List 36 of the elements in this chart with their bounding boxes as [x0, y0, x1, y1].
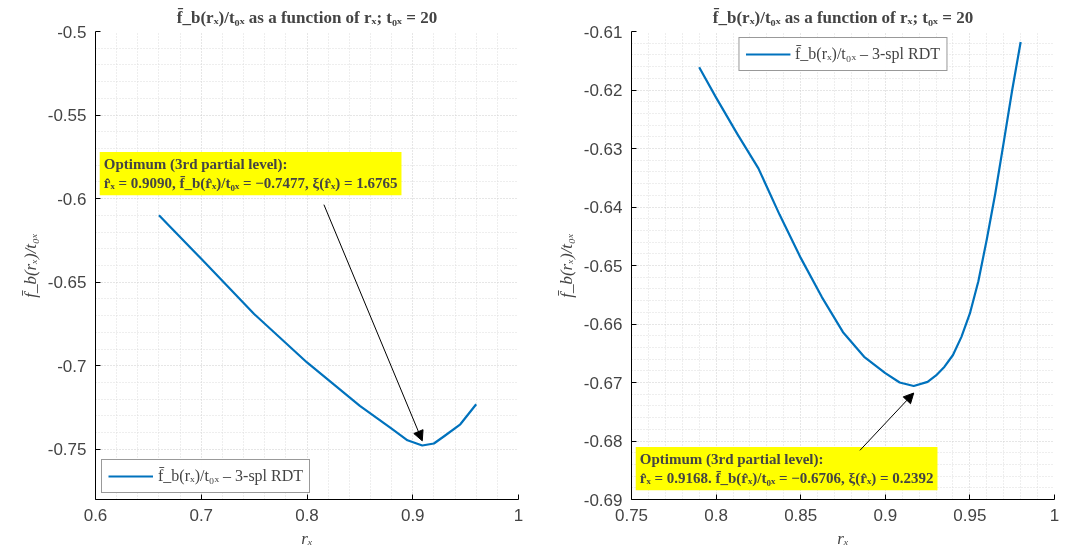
line-series [698, 40, 1022, 388]
chart-title: f̄_b(rₓ)/t₀ₓ as a function of rₓ; t₀ₓ = 20 [176, 7, 438, 27]
x-tick-label: 1 [1049, 505, 1060, 525]
y-tick-label: -0.64 [583, 198, 623, 217]
legend-label: f̄_b(rₓ)/t₀ₓ – 3-spl RDT [794, 45, 941, 63]
y-tick-label: -0.67 [583, 373, 623, 393]
line-series [157, 214, 478, 447]
x-tick-label: 1 [513, 505, 524, 525]
y-tick-label: -0.75 [47, 440, 87, 460]
y-tick-label: -0.7 [57, 356, 87, 376]
y-axis-title: f̄_b(rₓ)/t₀ₓ [20, 232, 40, 298]
x-tick-label: 0.8 [704, 505, 728, 525]
legend-label: f̄_b(rₓ)/t₀ₓ – 3-spl RDT [158, 467, 304, 485]
y-tick-label: -0.68 [583, 432, 623, 451]
x-tick-label: 0.9 [400, 505, 425, 525]
chart-title: f̄_b(rₓ)/t₀ₓ as a function of rₓ; t₀ₓ = 20 [712, 7, 974, 27]
y-tick-label: -0.61 [583, 22, 623, 42]
y-tick-label: -0.66 [583, 315, 623, 334]
y-axis-title: f̄_b(rₓ)/t₀ₓ [556, 232, 576, 298]
y-tick-label: -0.65 [47, 273, 87, 293]
x-axis-title: rₓ [837, 528, 849, 548]
x-tick-label: 0.85 [784, 505, 818, 525]
y-tick-label: -0.63 [583, 139, 623, 159]
x-tick-label: 0.9 [873, 505, 898, 525]
annotation: Optimum (3rd partial level): r̂ₓ = 0.9090, f̄_b(r̂ₓ)/t₀ₓ = −0.7477, ξ(r̂ₓ) = 1.6765 [103, 156, 398, 193]
y-tick-label: -0.62 [583, 81, 623, 100]
x-tick-label: 0.95 [953, 505, 987, 525]
x-tick-label: 0.7 [189, 505, 214, 525]
y-tick-label: -0.6 [57, 189, 87, 209]
y-tick-label: -0.55 [47, 106, 87, 126]
x-axis-title: rₓ [301, 528, 313, 548]
x-tick-label: 0.8 [295, 505, 319, 525]
y-tick-label: -0.5 [57, 22, 87, 42]
y-tick-label: -0.65 [583, 256, 623, 276]
annotation: Optimum (3rd partial level): r̂ₓ = 0.9168. f̄_b(r̂ₓ)/t₀ₓ = −0.6706, ξ(r̂ₓ) = 0.2392 [639, 450, 934, 488]
x-tick-label: 0.6 [83, 505, 108, 525]
